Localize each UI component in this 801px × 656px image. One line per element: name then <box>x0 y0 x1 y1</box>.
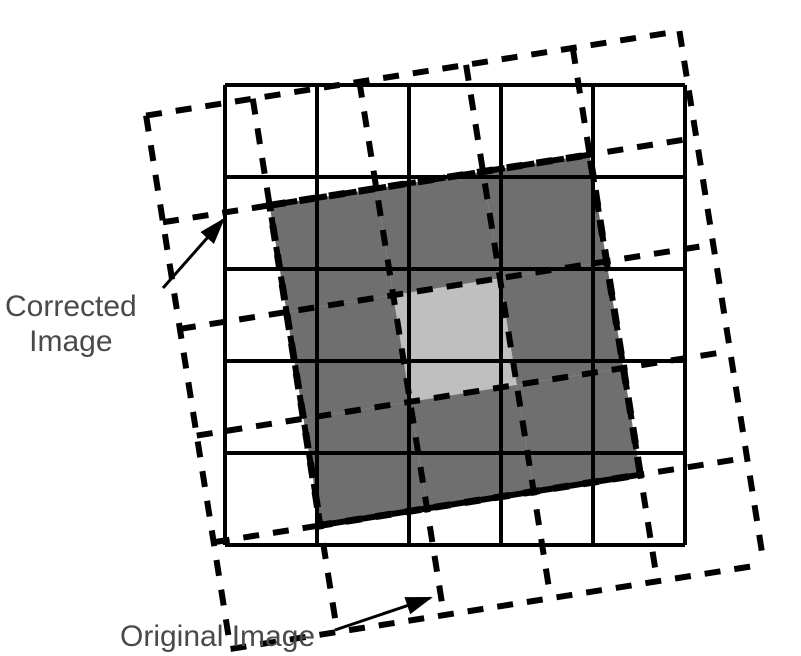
diagram-stage: Corrected Image Original Image <box>0 0 801 656</box>
original-image-label: Original Image <box>120 620 315 655</box>
corrected-image-label: Corrected Image <box>5 290 137 359</box>
original-image-grid <box>270 155 641 526</box>
